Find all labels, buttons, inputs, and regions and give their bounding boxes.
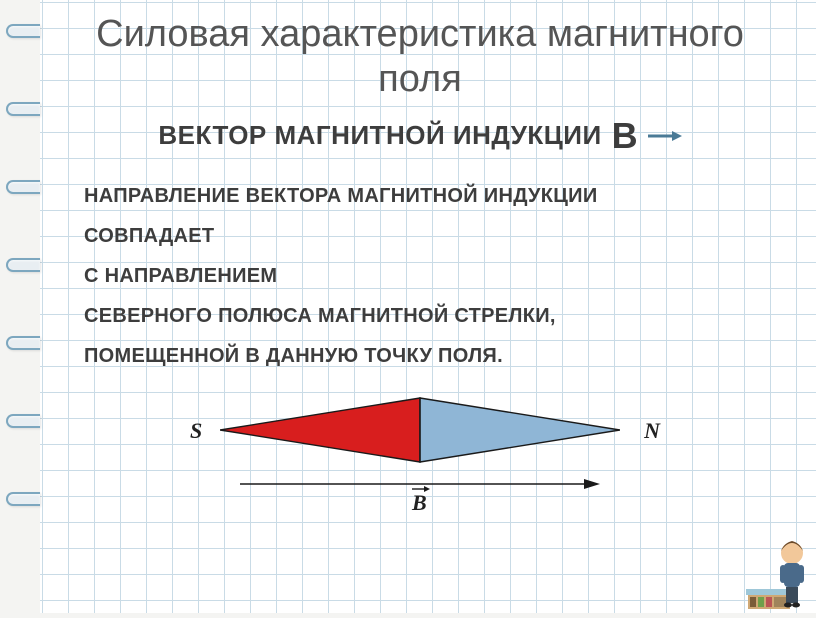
page-title: Силовая характеристика магнитного поля [60,12,780,102]
subtitle-text: ВЕКТОР МАГНИТНОЙ ИНДУКЦИИ [158,120,601,151]
subtitle-symbol: В [612,118,638,154]
spiral-ring [6,102,40,116]
spiral-ring [6,414,40,428]
body-line: СЕВЕРНОГО ПОЛЮСА МАГНИТНОЙ СТРЕЛКИ, [84,296,756,336]
spiral-ring [6,258,40,272]
body-line: С НАПРАВЛЕНИЕМ [84,256,756,296]
needle-row: S N [160,390,680,470]
vector-row: B [160,476,680,516]
compass-needle-icon [220,390,620,470]
spiral-ring [6,336,40,350]
content-area: Силовая характеристика магнитного поля В… [60,0,780,516]
vector-arrow-icon [648,129,682,143]
spiral-ring [6,492,40,506]
body-line: ПОМЕЩЕННОЙ В ДАННУЮ ТОЧКУ ПОЛЯ. [84,336,756,376]
b-vector-label: B [412,490,427,516]
compass-diagram: S N [160,390,680,516]
student-figure-icon [742,523,812,613]
body-line: СОВПАДАЕТ [84,216,756,256]
spiral-ring [6,24,40,38]
south-label: S [190,418,202,444]
spiral-binding [6,0,42,613]
subtitle-row: ВЕКТОР МАГНИТНОЙ ИНДУКЦИИ В [158,118,681,154]
spiral-ring [6,180,40,194]
diagram-wrap: S N [60,390,780,516]
north-label: N [644,418,660,444]
slide-page: Силовая характеристика магнитного поля В… [0,0,816,613]
body-text: НАПРАВЛЕНИЕ ВЕКТОРА МАГНИТНОЙ ИНДУКЦИИ С… [60,176,780,376]
body-line: НАПРАВЛЕНИЕ ВЕКТОРА МАГНИТНОЙ ИНДУКЦИИ [84,176,756,216]
